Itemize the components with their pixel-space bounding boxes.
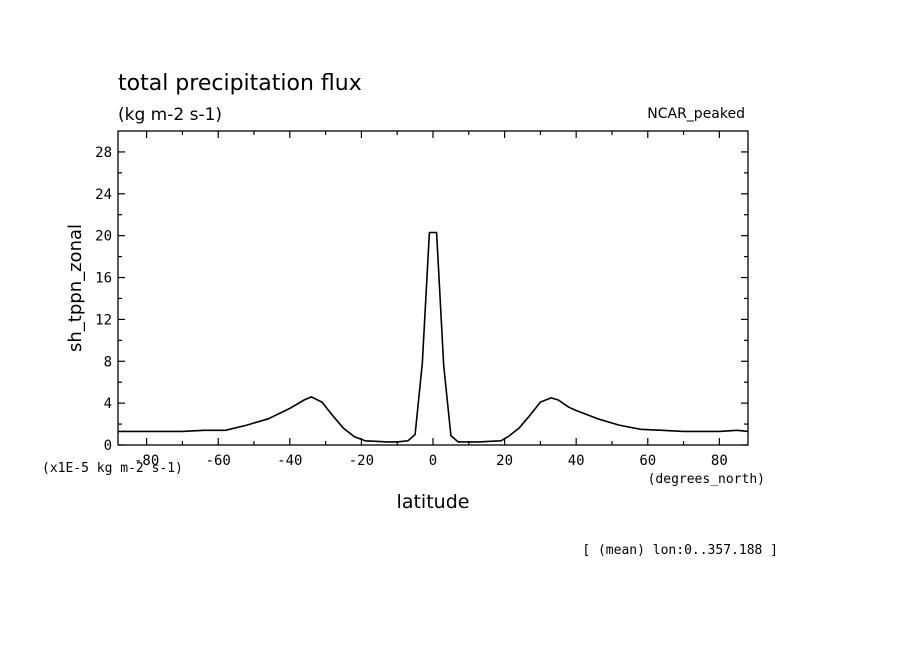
x-tick-label: -80: [134, 453, 159, 469]
x-axis-label: latitude: [397, 491, 470, 513]
plot-frame: [117, 130, 749, 446]
y-tick-label: 0: [104, 438, 112, 454]
y-tick-label: 8: [104, 354, 112, 370]
y-tick-label: 16: [95, 271, 112, 287]
x-tick-label: 0: [429, 453, 437, 469]
series-line: [118, 231, 749, 443]
chart-subtitle: (kg m-2 s-1): [118, 105, 222, 125]
x-tick-label: 80: [711, 453, 728, 469]
y-tick-label: 28: [95, 145, 112, 161]
x-tick-label: -60: [206, 453, 231, 469]
y-tick-label: 20: [95, 229, 112, 245]
y-axis-label: sh_tppn_zonal: [65, 224, 86, 352]
model-label: NCAR_peaked: [647, 106, 745, 122]
y-tick-label: 12: [95, 312, 112, 328]
footer-note: [ (mean) lon:0..357.188 ]: [582, 543, 778, 558]
x-tick-label: -20: [349, 453, 374, 469]
x-tick-label: -40: [277, 453, 302, 469]
y-tick-label: 24: [95, 187, 112, 203]
x-unit-label: (degrees_north): [648, 472, 765, 487]
x-tick-label: 20: [496, 453, 513, 469]
y-scale-note: (x1E-5 kg m-2 s-1): [42, 461, 183, 476]
x-tick-label: 40: [568, 453, 585, 469]
chart-title: total precipitation flux: [118, 71, 362, 96]
x-tick-label: 60: [639, 453, 656, 469]
y-tick-label: 4: [104, 396, 112, 412]
